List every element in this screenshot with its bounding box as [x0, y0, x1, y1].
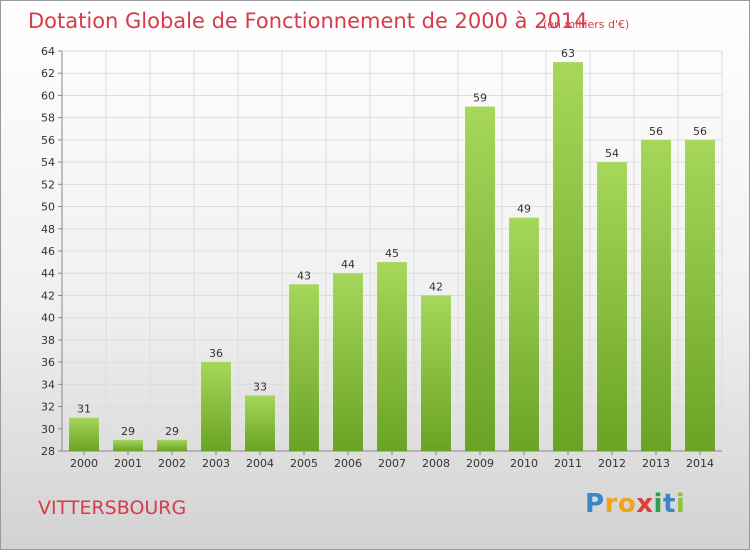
bar-2004	[245, 395, 275, 451]
data-label: 43	[297, 269, 311, 282]
data-label: 29	[165, 425, 179, 438]
bar-2001	[113, 439, 143, 451]
y-tick-label: 60	[41, 89, 55, 102]
data-label: 59	[473, 92, 487, 105]
y-tick-label: 42	[41, 289, 55, 302]
y-tick-label: 30	[41, 423, 55, 436]
y-tick-label: 56	[41, 134, 55, 147]
bar-2011	[553, 62, 583, 451]
y-tick-label: 40	[41, 312, 55, 325]
y-tick-label: 46	[41, 245, 55, 258]
x-tick-label: 2005	[290, 457, 318, 470]
commune-name: VITTERSBOURG	[38, 497, 187, 519]
data-label: 56	[693, 125, 707, 138]
bar-2000	[69, 417, 99, 451]
y-tick-label: 54	[41, 156, 55, 169]
data-label: 45	[385, 247, 399, 260]
y-tick-label: 50	[41, 201, 55, 214]
y-tick-label: 48	[41, 223, 55, 236]
data-label: 36	[209, 347, 223, 360]
x-tick-label: 2006	[334, 457, 362, 470]
y-tick-label: 44	[41, 267, 55, 280]
bar-2008	[421, 295, 451, 451]
data-label: 31	[77, 403, 91, 416]
y-tick-label: 38	[41, 334, 55, 347]
x-tick-label: 2013	[642, 457, 670, 470]
data-label: 49	[517, 203, 531, 216]
x-tick-label: 2011	[554, 457, 582, 470]
bars	[69, 62, 715, 452]
y-tick-label: 58	[41, 112, 55, 125]
x-tick-label: 2003	[202, 457, 230, 470]
y-tick-label: 36	[41, 356, 55, 369]
bar-2003	[201, 362, 231, 451]
y-tick-label: 64	[41, 45, 55, 58]
bar-2012	[597, 162, 627, 451]
proxiti-logo[interactable]: Proxiti	[585, 489, 686, 519]
y-tick-label: 62	[41, 67, 55, 80]
bar-2009	[465, 106, 495, 452]
x-tick-label: 2001	[114, 457, 142, 470]
x-tick-label: 2002	[158, 457, 186, 470]
bar-2007	[377, 262, 407, 451]
x-tick-label: 2009	[466, 457, 494, 470]
chart-unit: (en milliers d'€)	[543, 18, 630, 31]
x-tick-label: 2008	[422, 457, 450, 470]
y-tick-label: 28	[41, 445, 55, 458]
x-tick-label: 2012	[598, 457, 626, 470]
x-tick-label: 2014	[686, 457, 714, 470]
x-tick-label: 2010	[510, 457, 538, 470]
y-tick-label: 52	[41, 178, 55, 191]
bar-2013	[641, 139, 671, 451]
data-label: 63	[561, 47, 575, 60]
bar-2010	[509, 217, 539, 451]
data-label: 33	[253, 380, 267, 393]
y-tick-label: 32	[41, 401, 55, 414]
data-label: 42	[429, 280, 443, 293]
bar-2002	[157, 439, 187, 451]
bar-2006	[333, 273, 363, 451]
x-tick-label: 2000	[70, 457, 98, 470]
bar-2005	[289, 284, 319, 451]
labels: 28 30 32 34 36 38 40 42 44 46 48 50 52 54 56 58 60 62 64 31…	[41, 45, 714, 470]
y-tick-label: 34	[41, 378, 55, 391]
data-label: 29	[121, 425, 135, 438]
data-label: 54	[605, 147, 619, 160]
data-label: 44	[341, 258, 355, 271]
x-tick-label: 2004	[246, 457, 274, 470]
data-label: 56	[649, 125, 663, 138]
x-tick-label: 2007	[378, 457, 406, 470]
chart-title: Dotation Globale de Fonctionnement de 20…	[28, 9, 588, 33]
bar-2014	[685, 139, 715, 451]
